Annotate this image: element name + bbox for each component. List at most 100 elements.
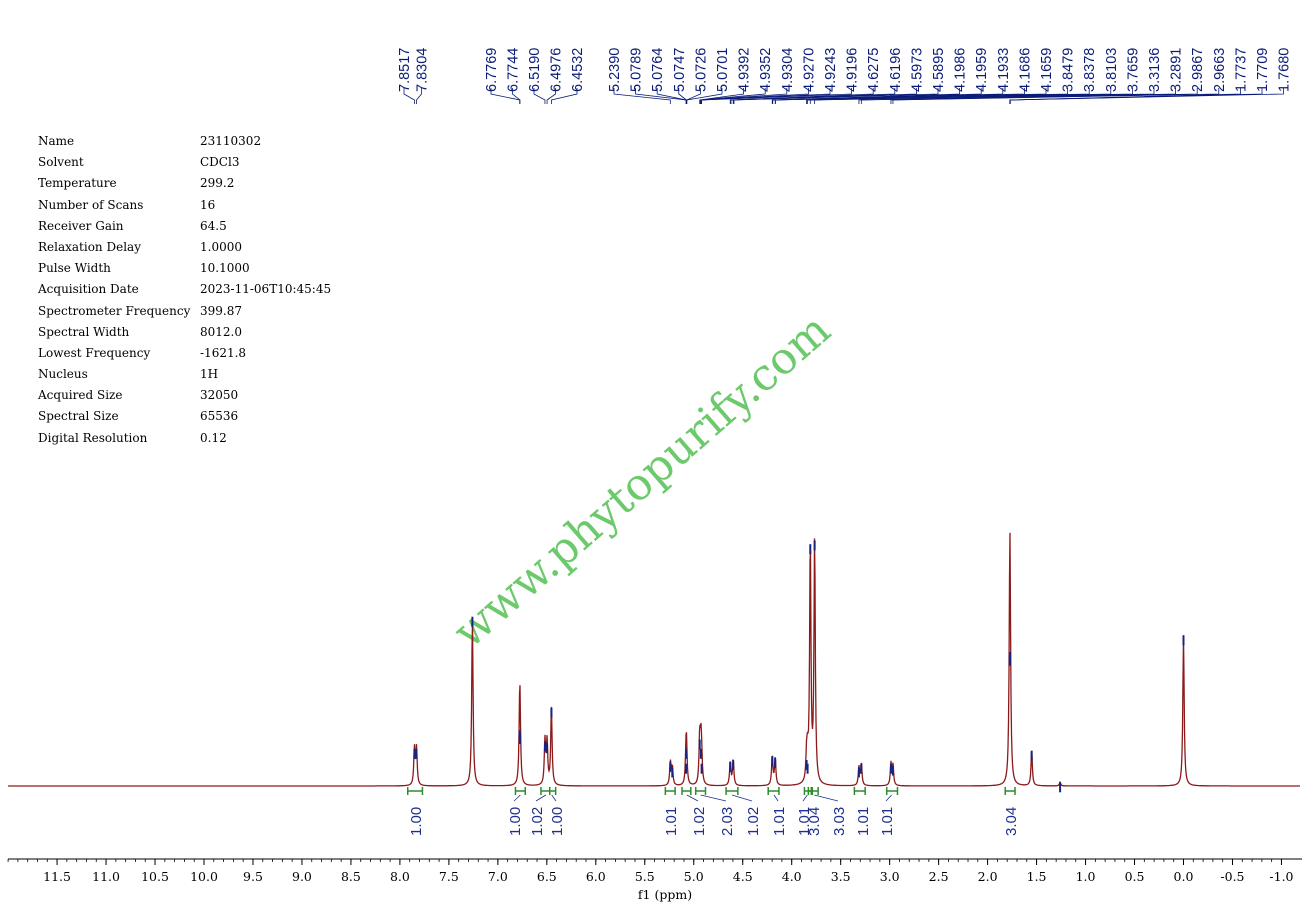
x-tick-label: 3.0 [880, 869, 900, 884]
peak-label: 4.9392 [737, 48, 753, 92]
peak-label: 1.7737 [1233, 48, 1249, 92]
parameter-value: 65536 [200, 409, 239, 424]
parameter-value: 299.2 [200, 176, 235, 191]
integral-connector [814, 794, 839, 802]
parameter-row: Acquisition Date 2023-11-06T10:45:45 [38, 282, 331, 303]
peak-connector [701, 88, 852, 104]
integral-value: 1.02 [745, 807, 762, 836]
parameter-row: Acquired Size 32050 [38, 388, 331, 409]
integral-value: 1.01 [879, 807, 896, 836]
peak-label: 6.4976 [549, 48, 565, 92]
x-tick-label: 3.5 [831, 869, 851, 884]
peak-label: 3.8378 [1082, 48, 1098, 92]
peak-connector [892, 88, 1220, 104]
peak-connector [416, 88, 422, 104]
peak-label: 4.6275 [866, 48, 882, 92]
peak-label: 4.9352 [758, 48, 774, 92]
peak-label: 5.0726 [693, 48, 709, 92]
parameter-label: Number of Scans [38, 197, 144, 212]
peak-top-marks [413, 540, 1185, 793]
peak-label-group: 7.8517 7.8304 6.7769 6.7744 6.5190 6.4976 6.45… [397, 48, 1293, 92]
x-tick-label: 4.0 [782, 869, 802, 884]
integral-value: 1.02 [691, 807, 708, 836]
peak-connector [814, 88, 1133, 104]
parameter-row: Name 23110302 [38, 134, 331, 155]
parameter-label: Temperature [38, 176, 117, 191]
x-tick-label: 1.5 [1027, 869, 1047, 884]
x-tick-label: 5.0 [684, 869, 704, 884]
x-tick-label: 4.5 [733, 869, 753, 884]
parameter-value: -1621.8 [200, 345, 247, 360]
parameter-label: Nucleus [38, 367, 88, 382]
peak-label: 4.1933 [996, 48, 1012, 92]
x-tick-label: 5.5 [635, 869, 655, 884]
peak-connector [613, 88, 671, 104]
acquisition-parameters-panel: Name 23110302 Solvent CDCl3 Temperature 299.2… [38, 134, 331, 452]
parameter-label: Solvent [38, 155, 84, 170]
parameter-row: Spectrometer Frequency 399.87 [38, 304, 331, 325]
parameter-label: Name [38, 134, 75, 148]
integral-value: 2.03 [719, 807, 736, 836]
peak-connector-lines [403, 88, 1284, 104]
parameter-row: Relaxation Delay 1.0000 [38, 240, 331, 261]
watermark-text: www.phytopurify.com [444, 304, 841, 658]
parameter-row: Pulse Width 10.1000 [38, 261, 331, 282]
integral-value: 1.00 [507, 807, 524, 836]
parameter-value: 23110302 [200, 134, 262, 148]
peak-label: 7.8517 [397, 48, 413, 92]
x-tick-label: 10.0 [190, 869, 218, 884]
peak-connector [686, 88, 723, 104]
peak-label: 5.0747 [672, 48, 688, 92]
x-tick-label: 6.5 [537, 869, 557, 884]
peak-label: 3.7659 [1125, 48, 1141, 92]
peak-connector [775, 88, 1047, 104]
peak-connector [512, 88, 521, 104]
parameter-value: 1.0000 [200, 239, 242, 254]
x-tick-label: 2.0 [978, 869, 998, 884]
parameter-label: Relaxation Delay [38, 239, 141, 254]
parameter-value: CDCl3 [200, 155, 240, 170]
x-tick-label: 9.5 [243, 869, 263, 884]
parameter-label: Digital Resolution [38, 430, 148, 445]
peak-label: 4.1959 [974, 48, 990, 92]
peak-label: 4.5895 [931, 48, 947, 92]
peak-label: 4.9243 [823, 48, 839, 92]
x-tick-label: 7.5 [439, 869, 459, 884]
parameter-label: Acquired Size [38, 388, 123, 403]
peak-label: 5.2390 [607, 48, 623, 92]
parameter-row: Nucleus 1H [38, 367, 331, 388]
x-tick-label: 10.5 [141, 869, 169, 884]
x-tick-label: 1.0 [1076, 869, 1096, 884]
peak-connector [700, 88, 831, 104]
parameter-row: Lowest Frequency -1621.8 [38, 346, 331, 367]
spectrum-trace [8, 532, 1300, 787]
parameter-label: Receiver Gain [38, 218, 124, 233]
peak-label: 6.4532 [570, 48, 586, 92]
integral-value: 1.01 [855, 807, 872, 836]
parameter-row: Temperature 299.2 [38, 176, 331, 197]
x-tick-label: 8.0 [390, 869, 410, 884]
peak-label: 3.2891 [1169, 48, 1185, 92]
x-tick-label: 11.0 [92, 869, 120, 884]
integral-value: 1.02 [529, 807, 546, 836]
peak-label: 4.1986 [953, 48, 969, 92]
parameter-value: 32050 [200, 388, 239, 403]
peak-label: 1.7709 [1255, 48, 1271, 92]
x-tick-label: 0.0 [1174, 869, 1194, 884]
parameter-value: 1H [200, 367, 219, 382]
x-tick-label: -0.5 [1220, 869, 1244, 884]
integral-group: 1.00 1.00 1.02 1.00 1.01 1.02 2.03 1.02 1.01 1.01… [406, 787, 1020, 836]
peak-label: 5.0789 [629, 48, 645, 92]
integral-value: 1.01 [796, 807, 813, 836]
parameter-label: Spectral Size [38, 409, 119, 424]
x-axis-title: f1 (ppm) [638, 887, 692, 902]
peak-label: 5.0701 [715, 48, 731, 92]
parameter-label: Spectrometer Frequency [38, 303, 191, 318]
peak-connector [860, 88, 1176, 104]
peak-label: 4.6196 [888, 48, 904, 92]
x-tick-label: 7.0 [488, 869, 508, 884]
peak-label: 4.9304 [780, 48, 796, 92]
integral-connector [513, 794, 521, 802]
parameter-label: Spectral Width [38, 324, 130, 339]
parameter-label: Lowest Frequency [38, 345, 151, 360]
